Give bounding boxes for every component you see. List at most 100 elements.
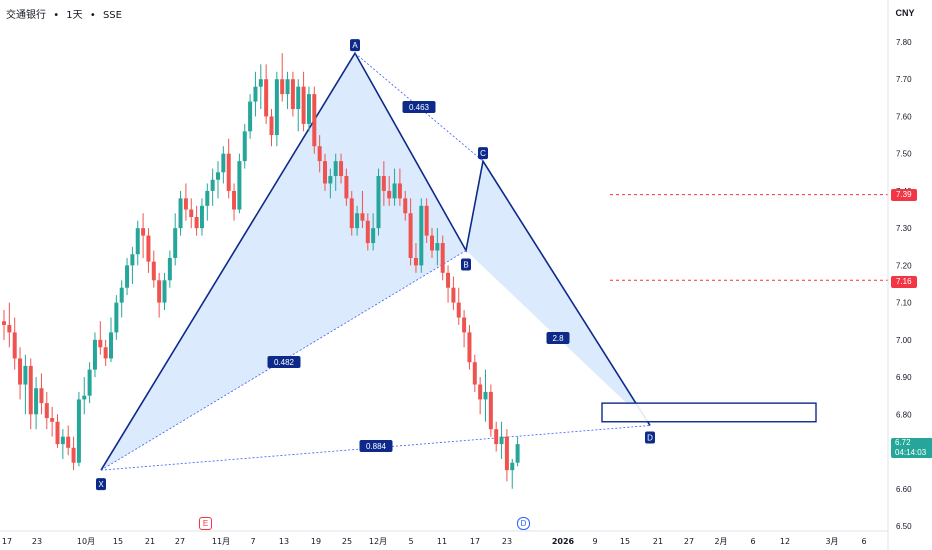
candle — [226, 138, 231, 199]
time-tick-label: 27 — [175, 537, 185, 546]
candle — [125, 257, 130, 296]
pattern-point-badge — [350, 39, 360, 52]
candle — [296, 79, 301, 132]
candle-body — [34, 388, 39, 415]
interval-label[interactable]: 1天 — [66, 10, 83, 21]
candle-body — [114, 302, 119, 333]
candle-body — [50, 418, 55, 422]
time-tick-label: 23 — [502, 537, 512, 546]
candle-body — [510, 462, 515, 471]
ratio-badge — [267, 356, 301, 368]
candle-body — [237, 161, 242, 210]
candle — [451, 276, 456, 311]
pattern-point-label: C — [480, 149, 486, 158]
candle-body — [146, 235, 151, 262]
candle — [151, 250, 156, 288]
price-tick-label: 7.60 — [896, 112, 912, 121]
candle-body — [162, 280, 167, 303]
candle — [408, 198, 413, 266]
candle — [306, 86, 311, 132]
candle-body — [387, 190, 392, 199]
price-tick-label: 7.80 — [896, 38, 912, 47]
pattern-point-badge — [478, 147, 488, 160]
candle-body — [87, 369, 92, 396]
time-tick-label: 11月 — [212, 537, 230, 546]
candle-body — [173, 228, 178, 258]
candle-body — [285, 79, 290, 95]
candle-body — [280, 79, 285, 95]
candle — [472, 354, 477, 392]
candle — [435, 228, 440, 266]
candle-body — [274, 79, 279, 136]
candle-body — [12, 332, 17, 359]
candle-body — [472, 362, 477, 385]
price-tick-label: 7.00 — [896, 336, 912, 345]
candle — [462, 310, 467, 348]
candle — [392, 168, 397, 206]
candle — [199, 198, 204, 236]
candle-body — [499, 436, 504, 445]
pattern-labels: X A B C D 0.482 0.463 2.8 0.884 — [96, 39, 655, 491]
candle — [23, 354, 28, 415]
candle — [274, 71, 279, 147]
candle-body — [264, 79, 269, 117]
candle-body — [317, 146, 322, 162]
time-tick-label: 7 — [250, 537, 255, 546]
candle-body — [167, 257, 172, 281]
candle — [135, 220, 140, 266]
bar-countdown: 04:14:03 — [895, 448, 927, 457]
time-tick-label: 13 — [279, 537, 289, 546]
candle — [264, 64, 269, 124]
dividend-event-marker[interactable]: D — [517, 517, 530, 530]
axes: 7.807.707.607.507.407.307.207.107.006.90… — [0, 0, 912, 550]
candle — [103, 339, 108, 366]
pattern-point-badge — [461, 258, 471, 271]
candle-body — [253, 86, 258, 102]
xab-triangle — [101, 53, 466, 471]
pattern-point-label: B — [463, 260, 468, 269]
candle-body — [376, 176, 381, 229]
candle — [488, 384, 493, 437]
candle-body — [119, 287, 124, 303]
time-tick-label: 2月 — [714, 537, 727, 546]
candle — [478, 377, 483, 415]
candle — [376, 168, 381, 236]
candle — [344, 168, 349, 206]
candle — [60, 429, 65, 459]
candle — [371, 213, 376, 251]
price-tick-label: 7.70 — [896, 75, 912, 84]
candle — [430, 228, 434, 258]
candle — [237, 153, 242, 214]
candle-body — [328, 176, 333, 184]
time-tick-label: 10月 — [77, 537, 95, 546]
candle — [157, 272, 162, 318]
candle-body — [76, 399, 81, 463]
price-tick-label: 6.50 — [896, 522, 912, 531]
candle — [146, 228, 151, 273]
symbol-name: 交通银行 — [6, 10, 46, 21]
candle — [285, 71, 290, 110]
candle — [365, 213, 370, 251]
candle-body — [312, 94, 317, 147]
candle — [12, 317, 17, 370]
earnings-event-marker[interactable]: E — [199, 517, 212, 530]
candle-body — [301, 86, 306, 124]
candle-body — [71, 447, 76, 463]
candle-body — [349, 198, 354, 229]
candle-body — [478, 384, 483, 400]
candle-body — [360, 213, 365, 221]
candle-body — [199, 205, 204, 229]
candle — [328, 168, 333, 199]
candle-body — [109, 332, 113, 359]
candle — [210, 168, 215, 206]
candle-body — [413, 257, 418, 266]
currency-label[interactable]: CNY — [895, 8, 915, 18]
time-tick-label: 12月 — [369, 537, 387, 546]
candle — [515, 436, 520, 467]
candle — [221, 146, 226, 184]
candle — [66, 425, 71, 456]
time-tick-label: 3月 — [825, 537, 838, 546]
candle-body — [103, 347, 108, 359]
candle — [483, 369, 488, 422]
